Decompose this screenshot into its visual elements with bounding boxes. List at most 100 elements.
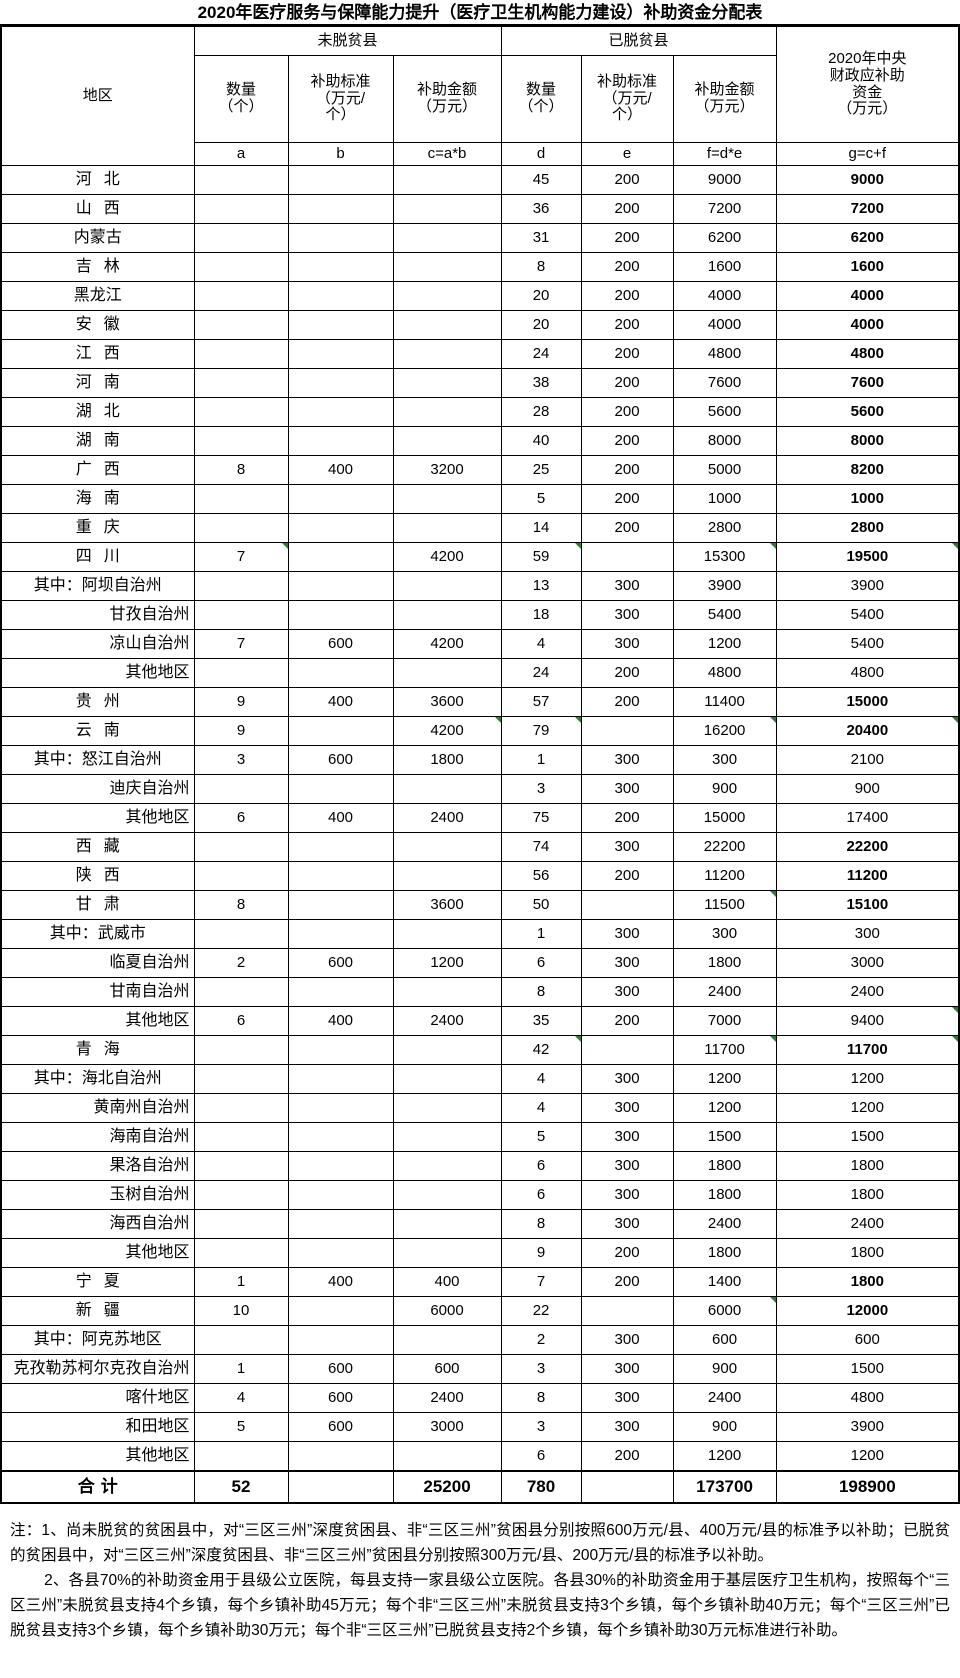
table-row: 其中：海北自治州 4 300 1200 1200 bbox=[0, 1064, 960, 1094]
cell-e: 200 bbox=[580, 513, 674, 543]
cell-b bbox=[287, 1035, 394, 1065]
cell-f: 11500 bbox=[672, 890, 777, 920]
cell-f: 300 bbox=[672, 919, 777, 949]
cell-c: 4200 bbox=[392, 716, 502, 746]
cell-c bbox=[392, 513, 502, 543]
cell-e: 200 bbox=[580, 1441, 674, 1472]
cell-c bbox=[392, 1441, 502, 1472]
header-l-count-line-1: 数量 bbox=[526, 81, 557, 99]
cell-g: 11700 bbox=[775, 1035, 960, 1065]
total-f: 173700 bbox=[672, 1470, 777, 1504]
cell-a bbox=[193, 1035, 289, 1065]
cell-c bbox=[392, 600, 502, 630]
cell-c bbox=[392, 658, 502, 688]
cell-g: 1200 bbox=[775, 1441, 960, 1472]
header-central-line-1: 2020年中央 bbox=[828, 49, 907, 67]
cell-c bbox=[392, 832, 502, 862]
cell-d: 38 bbox=[500, 368, 582, 398]
cell-d: 14 bbox=[500, 513, 582, 543]
row-region-label: 克孜勒苏柯尔克孜自治州 bbox=[0, 1354, 195, 1384]
table-row: 新疆 10 6000 22 6000 12000 bbox=[0, 1296, 960, 1326]
table-row: 果洛自治州 6 300 1800 1800 bbox=[0, 1151, 960, 1181]
cell-g: 1800 bbox=[775, 1267, 960, 1297]
cell-d: 13 bbox=[500, 571, 582, 601]
header-group-not-lifted: 未脱贫县 bbox=[193, 26, 502, 56]
cell-a: 7 bbox=[193, 629, 289, 659]
province-name: 吉林 bbox=[75, 257, 132, 275]
cell-d: 59 bbox=[500, 542, 582, 572]
cell-a bbox=[193, 513, 289, 543]
header-group-lifted: 已脱贫县 bbox=[500, 26, 777, 56]
row-region-label: 凉山自治州 bbox=[0, 629, 195, 659]
header-l-amount: 补助金额 （万元） bbox=[672, 55, 777, 143]
cell-d: 40 bbox=[500, 426, 582, 456]
row-region-label: 其他地区 bbox=[0, 803, 195, 833]
row-region-label: 其他地区 bbox=[0, 1441, 195, 1472]
row-region-label: 喀什地区 bbox=[0, 1383, 195, 1413]
cell-a bbox=[193, 165, 289, 195]
cell-g: 8200 bbox=[775, 455, 960, 485]
cell-a bbox=[193, 339, 289, 369]
comment-marker-icon bbox=[952, 1036, 959, 1042]
table-row: 海南 5 200 1000 1000 bbox=[0, 484, 960, 514]
cell-d: 50 bbox=[500, 890, 582, 920]
cell-c: 1200 bbox=[392, 948, 502, 978]
table-row: 玉树自治州 6 300 1800 1800 bbox=[0, 1180, 960, 1210]
header-nl-standard-line-2: （万元/ bbox=[315, 89, 366, 107]
cell-c: 4200 bbox=[392, 629, 502, 659]
cell-b: 400 bbox=[287, 1267, 394, 1297]
cell-a bbox=[193, 977, 289, 1007]
table-row: 和田地区 5 600 3000 3 300 900 3900 bbox=[0, 1412, 960, 1442]
total-b bbox=[287, 1470, 394, 1504]
cell-d: 8 bbox=[500, 1383, 582, 1413]
header-nl-amount-line-2: （万元） bbox=[417, 98, 478, 115]
cell-a bbox=[193, 774, 289, 804]
cell-f: 1800 bbox=[672, 1238, 777, 1268]
row-region-label: 宁夏 bbox=[0, 1267, 195, 1297]
formula-e: e bbox=[580, 142, 674, 166]
row-region-label: 河南 bbox=[0, 368, 195, 398]
row-region-label: 其他地区 bbox=[0, 658, 195, 688]
table-row: 甘肃 8 3600 50 11500 15100 bbox=[0, 890, 960, 920]
row-region-label: 山西 bbox=[0, 194, 195, 224]
cell-d: 3 bbox=[500, 1412, 582, 1442]
cell-b bbox=[287, 223, 394, 253]
cell-f: 1200 bbox=[672, 1064, 777, 1094]
cell-c bbox=[392, 861, 502, 891]
cell-d: 6 bbox=[500, 1441, 582, 1472]
cell-b bbox=[287, 1238, 394, 1268]
table-row: 其中：阿克苏地区 2 300 600 600 bbox=[0, 1325, 960, 1355]
comment-marker-icon bbox=[769, 543, 776, 549]
cell-g: 11200 bbox=[775, 861, 960, 891]
cell-c bbox=[392, 1035, 502, 1065]
cell-a bbox=[193, 600, 289, 630]
cell-d: 6 bbox=[500, 1151, 582, 1181]
cell-d: 22 bbox=[500, 1296, 582, 1326]
cell-a bbox=[193, 310, 289, 340]
allocation-table: 地区 未脱贫县 已脱贫县 2020年中央 财政应补助 资金 （万元） 数量 （个… bbox=[0, 26, 960, 1504]
cell-c bbox=[392, 1180, 502, 1210]
province-name: 陕西 bbox=[75, 866, 132, 884]
cell-a bbox=[193, 571, 289, 601]
cell-c bbox=[392, 571, 502, 601]
cell-f: 1800 bbox=[672, 1151, 777, 1181]
table-row: 河南 38 200 7600 7600 bbox=[0, 368, 960, 398]
cell-b bbox=[287, 1151, 394, 1181]
row-region-label: 海南自治州 bbox=[0, 1122, 195, 1152]
cell-a: 1 bbox=[193, 1267, 289, 1297]
cell-e: 300 bbox=[580, 629, 674, 659]
cell-a bbox=[193, 1151, 289, 1181]
row-region-label: 甘孜自治州 bbox=[0, 600, 195, 630]
comment-marker-icon bbox=[952, 543, 959, 549]
cell-c bbox=[392, 1209, 502, 1239]
cell-f: 16200 bbox=[672, 716, 777, 746]
cell-b: 600 bbox=[287, 948, 394, 978]
header-sub-row: 数量 （个） 补助标准 （万元/ 个） 补助金额 （万元） 数量 （个） 补 bbox=[1, 55, 959, 143]
cell-a: 4 bbox=[193, 1383, 289, 1413]
cell-b bbox=[287, 484, 394, 514]
cell-g: 1500 bbox=[775, 1354, 960, 1384]
cell-c: 600 bbox=[392, 1354, 502, 1384]
cell-f: 1200 bbox=[672, 1441, 777, 1472]
row-region-label: 其中：阿坝自治州 bbox=[0, 571, 195, 601]
